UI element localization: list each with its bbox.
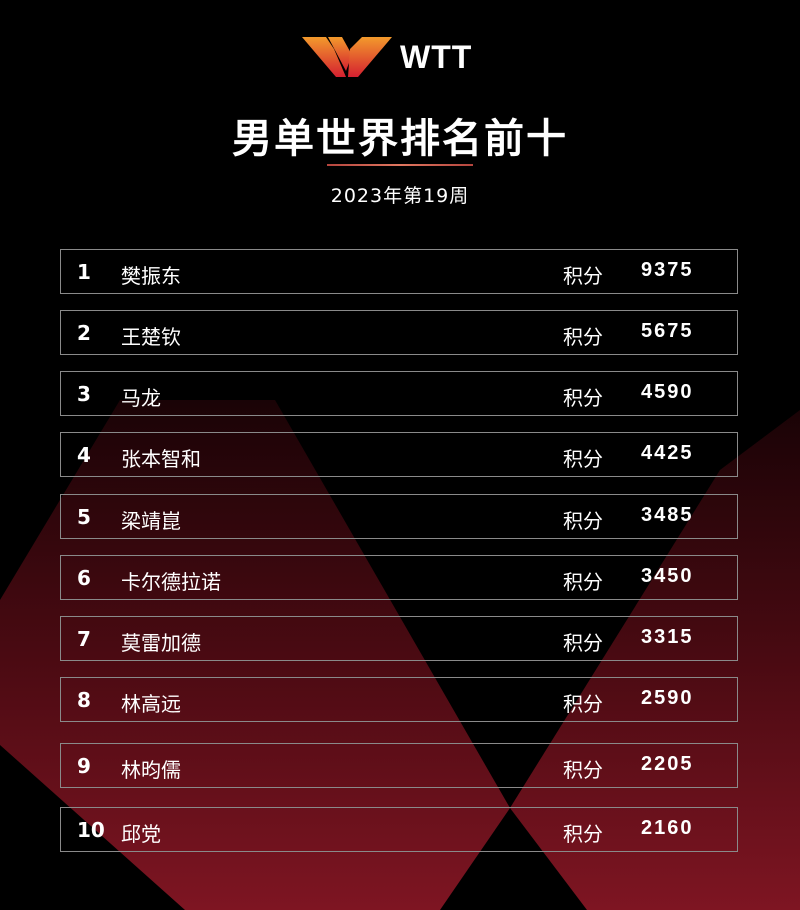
- points-label: 积分: [563, 631, 603, 655]
- points-label: 积分: [563, 447, 603, 471]
- player-name: 邱党: [121, 822, 161, 846]
- player-name: 王楚钦: [121, 325, 181, 349]
- rank-number: 5: [77, 505, 91, 529]
- ranking-row: 6 卡尔德拉诺 积分 3450: [60, 555, 738, 600]
- wtt-logo-text: WTT: [400, 38, 473, 75]
- ranking-row: 4 张本智和 积分 4425: [60, 432, 738, 477]
- points-value: 3450: [641, 565, 694, 587]
- player-name: 莫雷加德: [121, 631, 201, 655]
- player-name: 林昀儒: [121, 758, 181, 782]
- rank-number: 1: [77, 260, 91, 284]
- wtt-logo: WTT: [302, 35, 472, 79]
- points-value: 5675: [641, 320, 694, 342]
- rank-number: 10: [77, 818, 105, 842]
- ranking-row: 8 林高远 积分 2590: [60, 677, 738, 722]
- ranking-row: 3 马龙 积分 4590: [60, 371, 738, 416]
- rank-number: 2: [77, 321, 91, 345]
- points-value: 4590: [641, 381, 694, 403]
- player-name: 张本智和: [121, 447, 201, 471]
- page-title: 男单世界排名前十: [232, 116, 568, 162]
- ranking-row: 7 莫雷加德 积分 3315: [60, 616, 738, 661]
- points-value: 2205: [641, 753, 694, 775]
- points-label: 积分: [563, 692, 603, 716]
- rank-number: 7: [77, 627, 91, 651]
- points-label: 积分: [563, 570, 603, 594]
- rank-number: 9: [77, 754, 91, 778]
- points-value: 9375: [641, 259, 694, 281]
- points-value: 2590: [641, 687, 694, 709]
- player-name: 樊振东: [121, 264, 181, 288]
- player-name: 卡尔德拉诺: [121, 570, 221, 594]
- points-value: 3485: [641, 504, 694, 526]
- rank-number: 4: [77, 443, 91, 467]
- ranking-row: 2 王楚钦 积分 5675: [60, 310, 738, 355]
- player-name: 梁靖崑: [121, 509, 181, 533]
- points-label: 积分: [563, 264, 603, 288]
- points-label: 积分: [563, 509, 603, 533]
- title-divider: [327, 164, 473, 166]
- points-label: 积分: [563, 822, 603, 846]
- ranking-row: 10 邱党 积分 2160: [60, 807, 738, 852]
- page-subtitle: 2023年第19周: [330, 185, 470, 207]
- ranking-row: 1 樊振东 积分 9375: [60, 249, 738, 294]
- player-name: 林高远: [121, 692, 181, 716]
- points-value: 4425: [641, 442, 694, 464]
- points-label: 积分: [563, 758, 603, 782]
- rank-number: 6: [77, 566, 91, 590]
- ranking-row: 5 梁靖崑 积分 3485: [60, 494, 738, 539]
- rank-number: 8: [77, 688, 91, 712]
- points-value: 3315: [641, 626, 694, 648]
- points-label: 积分: [563, 325, 603, 349]
- points-label: 积分: [563, 386, 603, 410]
- wtt-logo-icon: [302, 37, 392, 77]
- player-name: 马龙: [121, 386, 161, 410]
- rank-number: 3: [77, 382, 91, 406]
- ranking-row: 9 林昀儒 积分 2205: [60, 743, 738, 788]
- points-value: 2160: [641, 817, 694, 839]
